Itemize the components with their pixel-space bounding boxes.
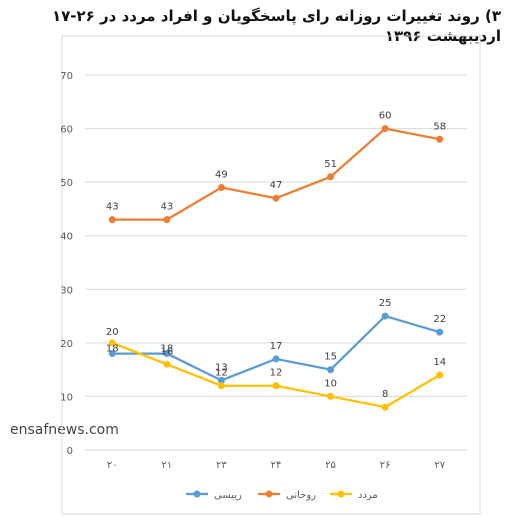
data-label: 43	[106, 202, 119, 213]
x-tick-label: ۲۳	[216, 460, 227, 471]
y-tick-label: 70	[60, 71, 73, 82]
y-tick-label: 20	[60, 339, 73, 350]
data-point	[163, 216, 171, 224]
legend-label: رییسی	[214, 490, 242, 501]
legend-label: مردد	[358, 490, 378, 501]
y-tick-label: 40	[60, 232, 73, 243]
data-label: 13	[215, 362, 228, 373]
data-label: 16	[160, 346, 173, 357]
data-point	[436, 371, 444, 379]
data-point	[436, 328, 444, 336]
data-point	[381, 125, 389, 133]
legend-marker	[265, 490, 273, 498]
data-point	[381, 403, 389, 411]
data-point	[217, 184, 225, 191]
x-tick-label: ۲۰	[107, 460, 118, 471]
x-axis-ticks: ۲۰ ۲۱ ۲۳ ۲۴ ۲۵ ۲۶ ۲۷	[107, 460, 446, 471]
data-point	[272, 194, 280, 202]
data-point	[217, 382, 225, 390]
data-label: 17	[270, 341, 283, 352]
legend-marker	[193, 490, 201, 498]
data-point	[163, 360, 171, 368]
legend-marker	[337, 490, 345, 498]
data-label: 47	[270, 180, 283, 191]
data-label: 8	[382, 389, 388, 400]
y-tick-label: 30	[60, 285, 73, 296]
x-tick-label: ۲۶	[380, 460, 391, 471]
data-label: 18	[160, 344, 173, 355]
y-tick-label: 60	[60, 125, 73, 136]
data-label: 25	[379, 298, 392, 309]
legend: رییسی روحانی مردد	[186, 490, 378, 501]
y-axis-ticks: 0 10 20 30 40 50 60 70	[60, 71, 73, 457]
data-label: 12	[270, 368, 283, 379]
data-label: 14	[433, 357, 446, 368]
data-point	[217, 376, 225, 384]
data-label: 22	[433, 314, 446, 325]
legend-label: روحانی	[286, 490, 316, 501]
data-label: 60	[379, 111, 392, 122]
data-labels-group: 18 18 13 17 15 25 22 43 43 49 47 51 60 58 20 16 12 12 10 8 1…	[106, 111, 446, 401]
data-label: 20	[106, 327, 119, 338]
data-label: 58	[433, 121, 446, 132]
data-point	[272, 355, 280, 363]
data-point	[108, 216, 116, 224]
data-point	[108, 339, 116, 347]
chart-frame	[61, 35, 481, 515]
data-label: 49	[215, 170, 228, 181]
data-point	[108, 350, 116, 358]
y-tick-label: 50	[60, 178, 73, 189]
data-point	[163, 350, 171, 358]
x-tick-label: ۲۱	[161, 460, 172, 471]
x-tick-label: ۲۴	[271, 460, 282, 471]
title-line-1: ۳) روند تغییرات روزانه رای پاسخگویان و ا…	[51, 7, 501, 25]
data-point	[436, 135, 444, 143]
data-point	[327, 173, 335, 181]
data-point	[381, 312, 389, 320]
x-tick-label: ۲۵	[325, 460, 336, 471]
y-tick-label: 0	[67, 446, 73, 457]
data-point	[327, 392, 335, 400]
data-label: 15	[324, 352, 337, 363]
watermark: ensafnews.com	[10, 422, 119, 438]
y-tick-label: 10	[60, 392, 73, 403]
data-label: 12	[215, 368, 228, 379]
x-tick-label: ۲۷	[434, 460, 445, 471]
data-point	[327, 366, 335, 374]
series-group	[108, 125, 444, 411]
data-label: 10	[324, 378, 337, 389]
data-label: 43	[160, 202, 173, 213]
data-label: 51	[324, 159, 337, 170]
data-point	[272, 382, 280, 390]
data-label: 18	[106, 344, 119, 355]
